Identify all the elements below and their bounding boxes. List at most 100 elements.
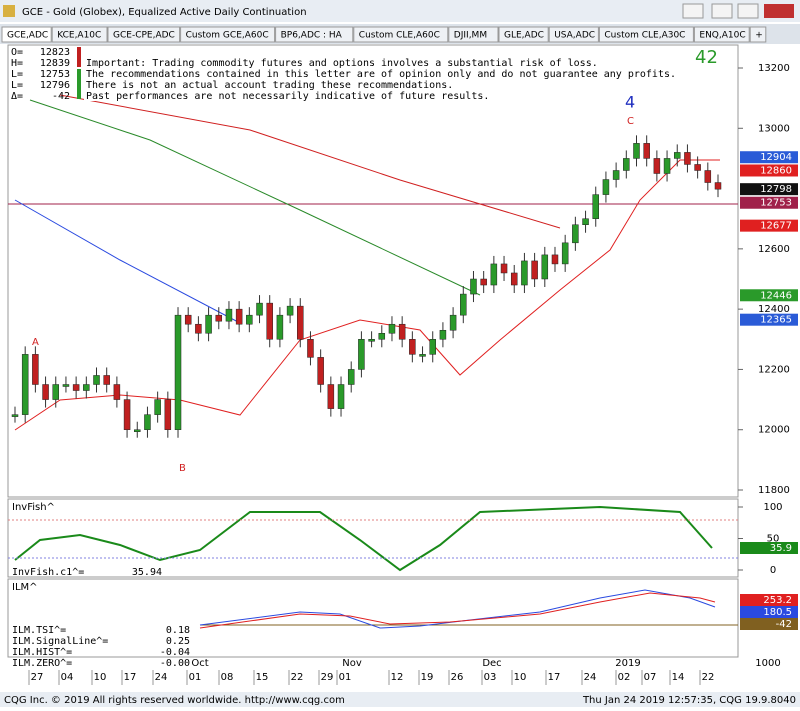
candle [72,384,80,391]
candle [490,263,498,286]
value-tag [740,594,798,606]
candle [398,323,406,340]
candle [215,314,223,322]
annotation: A [32,337,39,348]
status-bar [0,692,800,707]
close-button[interactable] [764,4,794,18]
price-tag-label: 12365 [760,315,792,326]
price-tag-label: 12904 [760,152,792,163]
tab[interactable] [693,26,750,43]
value-tag-label: 253.2 [763,595,792,606]
tab[interactable] [598,26,694,43]
row-value: 35.94 [132,567,162,578]
price-tag-label: 12446 [760,290,792,301]
info-value: 12839 [40,58,70,69]
ilm-signal [199,592,716,629]
disclaimer-bg [84,68,734,79]
y-tick-label: 11800 [758,485,790,496]
candle [694,164,701,171]
candle [633,143,640,159]
info-value: 12796 [40,80,70,91]
disclaimer-bg [84,57,734,68]
tab-label: DJII,MM [454,31,487,41]
x-tick-label: 01 [339,672,352,683]
candle [429,339,436,355]
y-tick-label: 100 [763,502,782,513]
tab[interactable] [749,26,767,43]
tab[interactable] [353,26,449,43]
row-label: InvFish.c1^= [12,567,84,578]
candle [561,242,569,265]
info-value: 12823 [40,47,70,58]
tab-label: + [755,31,763,41]
candle [297,305,304,340]
x-tick-label: 10 [514,672,527,683]
candle [256,302,263,316]
candle [704,170,712,183]
candle [32,354,39,385]
price-tag [740,151,798,164]
tab[interactable] [51,26,108,43]
candle [500,263,508,274]
bar-count: 42 [695,47,718,68]
candle [480,278,487,286]
info-swatch [77,69,81,99]
price-tag-label: 12798 [760,184,792,195]
tab[interactable] [498,26,549,43]
tab-label: GLE,ADC [504,31,544,41]
maximize-button[interactable] [737,3,759,19]
x-tick-label: 26 [451,672,464,683]
x-tick-label: 29 [321,672,334,683]
candle [235,308,243,325]
row-label: ILM.TSI^= [12,625,66,636]
y-tick-label: 12200 [758,364,790,375]
candle [368,339,375,342]
candle [449,314,457,331]
app-icon [3,5,15,17]
candle [643,143,650,159]
price-tag [740,219,798,232]
candle [337,384,345,409]
y-tick-label: 12000 [758,425,790,436]
candle [551,254,559,265]
moving-average-green [29,99,481,296]
tab-label: GCE,ADC [7,31,48,41]
candle [714,182,722,190]
minimize-button[interactable] [711,3,733,19]
panel-label: InvFish^ [12,502,55,513]
candle [388,323,396,334]
tab[interactable] [448,26,499,43]
moving-average-blue [14,199,241,324]
tab[interactable] [275,26,354,43]
title-bar [0,0,800,22]
price-tag [740,183,798,196]
link-button[interactable] [682,3,704,19]
candle [378,333,386,340]
candle [113,384,121,400]
candle [266,302,273,340]
tab[interactable] [1,26,52,43]
x-tick-label: 27 [31,672,44,683]
tab[interactable] [548,26,599,43]
candle [134,429,141,432]
candle [184,314,192,325]
tab-label: GCE-CPE,ADC [113,31,175,41]
tab[interactable] [107,26,181,43]
candle [317,357,324,385]
candle [327,384,335,409]
y-tick-label: 13200 [758,63,790,74]
x-tick-label: 24 [155,672,168,683]
invfish-panel [7,498,739,578]
x-tick-label: 07 [644,672,657,683]
candle [673,152,681,159]
moving-average-red [59,94,561,229]
info-value: -42 [52,91,70,102]
panel-label: ILM^ [12,582,38,593]
row-label: ILM.HIST^= [12,647,72,658]
month-label: 2019 [615,658,640,669]
price-tag [740,196,798,209]
annotation: 4 [625,93,635,112]
disclaimer-line: Important: Trading commodity futures and… [86,58,598,69]
tab[interactable] [180,26,276,43]
